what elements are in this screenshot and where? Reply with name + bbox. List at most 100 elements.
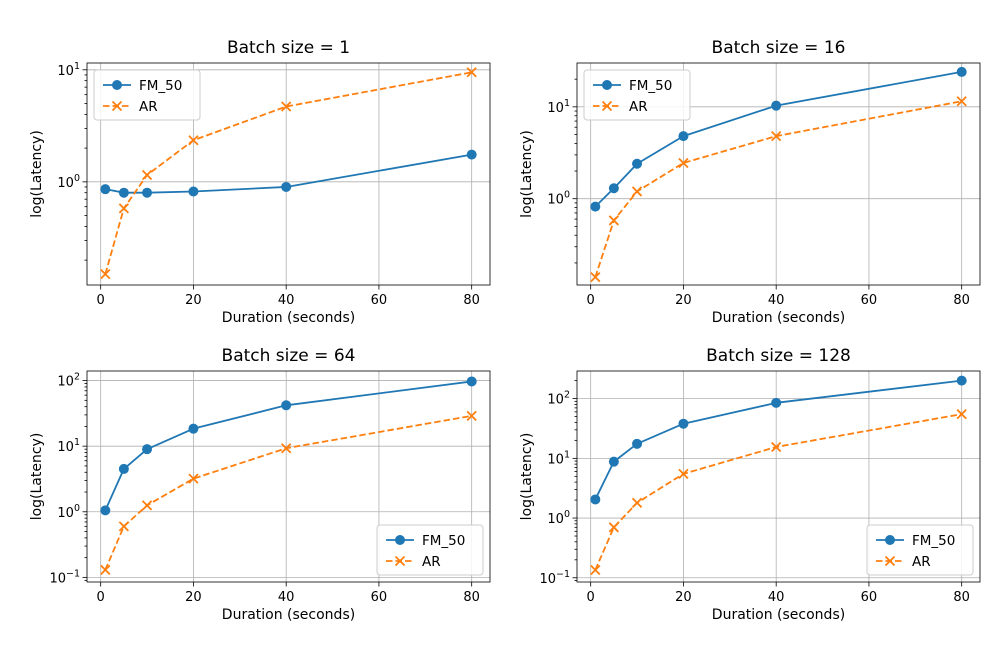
legend-marker	[884, 555, 896, 567]
x-tick-label: 0	[587, 293, 595, 308]
series-line	[594, 100, 962, 278]
x-tick-label: 0	[97, 293, 105, 308]
data-point	[678, 131, 689, 142]
legend-marker	[112, 80, 122, 90]
legend-marker	[601, 100, 613, 112]
x-marker-stroke	[956, 96, 967, 107]
legend-label: FM_50	[139, 78, 182, 94]
data-point	[118, 521, 130, 532]
data-point	[100, 269, 111, 280]
data-point	[141, 169, 153, 181]
data-point	[188, 135, 199, 146]
series-ar	[590, 408, 967, 576]
y-tick-label: 101	[547, 449, 570, 467]
x-marker-stroke	[466, 410, 477, 421]
subplot-title: Batch size = 128	[706, 346, 851, 366]
legend-marker	[394, 555, 406, 567]
data-point	[118, 203, 130, 214]
data-point	[466, 410, 477, 421]
y-axis-label: log(Latency)	[519, 130, 535, 218]
data-point	[142, 444, 153, 455]
x-tick-label: 60	[371, 590, 388, 605]
legend-label: AR	[422, 554, 441, 570]
x-tick-label: 80	[463, 293, 480, 308]
data-point	[590, 564, 601, 576]
data-point	[281, 181, 292, 192]
data-point	[590, 272, 601, 283]
x-tick-label: 40	[768, 293, 785, 308]
legend-marker	[111, 100, 123, 112]
legend-entry-fm-50: FM_50	[593, 78, 672, 94]
x-tick-label: 40	[278, 293, 295, 308]
x-tick-label: 80	[463, 590, 480, 605]
x-tick-label: 80	[953, 293, 970, 308]
legend-entry-fm-50: FM_50	[386, 533, 465, 549]
data-point	[678, 157, 689, 169]
data-point	[118, 187, 129, 198]
legend: FM_50 AR	[866, 524, 974, 576]
subplot-title: Batch size = 64	[222, 346, 356, 366]
x-marker-stroke	[100, 269, 111, 280]
legend-label: AR	[629, 99, 648, 115]
x-marker-stroke	[601, 100, 613, 112]
legend-marker	[395, 535, 405, 545]
x-marker-stroke	[118, 521, 130, 532]
data-point	[632, 158, 643, 169]
x-marker-stroke	[608, 522, 620, 533]
x-marker-stroke	[771, 441, 782, 453]
data-point	[590, 201, 601, 212]
y-tick-label: 100	[57, 173, 80, 191]
x-tick-label: 60	[861, 293, 878, 308]
data-point	[956, 408, 967, 420]
y-tick-label: 102	[57, 372, 80, 390]
data-point	[100, 184, 111, 195]
series-ar	[100, 410, 477, 576]
y-tick-label: 10−1	[49, 568, 80, 586]
x-marker-stroke	[678, 468, 689, 479]
data-point	[466, 149, 477, 160]
data-point	[631, 497, 643, 508]
axes-frame	[86, 62, 491, 286]
x-marker-stroke	[956, 408, 967, 420]
y-axis-label: log(Latency)	[519, 433, 535, 521]
x-marker-stroke	[141, 500, 153, 511]
x-marker-stroke	[590, 272, 601, 283]
legend: FM_50 AR	[376, 524, 484, 576]
subplot-1: 0 20 40 60 80 100 101 Batch size = 1 Duration (s…	[29, 38, 491, 326]
y-axis-label: log(Latency)	[29, 433, 45, 521]
data-point	[118, 463, 129, 474]
axes-frame	[576, 370, 981, 583]
data-point	[771, 100, 782, 111]
legend-entry-ar: AR	[593, 99, 648, 115]
x-marker-stroke	[631, 497, 643, 508]
x-marker-stroke	[118, 203, 130, 214]
x-axis-label: Duration (seconds)	[712, 607, 845, 623]
series-line	[594, 379, 962, 500]
data-point	[608, 456, 619, 467]
y-tick-label: 101	[547, 98, 570, 116]
x-axis-label: Duration (seconds)	[222, 607, 355, 623]
x-marker-stroke	[678, 157, 689, 169]
legend-label: FM_50	[912, 533, 955, 549]
x-tick-label: 0	[587, 590, 595, 605]
subplot-title: Batch size = 1	[227, 38, 350, 58]
x-marker-stroke	[884, 555, 896, 567]
x-marker-stroke	[188, 135, 199, 146]
y-axis-label: log(Latency)	[29, 130, 45, 218]
legend: FM_50 AR	[93, 69, 201, 121]
y-tick-label: 100	[57, 503, 80, 521]
data-point	[188, 423, 199, 434]
series-fm-50	[100, 149, 477, 198]
data-point	[281, 101, 292, 112]
x-tick-label: 40	[768, 590, 785, 605]
x-marker-stroke	[111, 100, 123, 112]
data-point	[100, 564, 111, 576]
data-point	[590, 494, 601, 505]
series-line	[104, 380, 472, 511]
x-tick-label: 20	[675, 590, 692, 605]
x-axis-label: Duration (seconds)	[222, 310, 355, 326]
legend-label: FM_50	[422, 533, 465, 549]
legend-entry-ar: AR	[103, 99, 158, 115]
data-point	[142, 187, 153, 198]
